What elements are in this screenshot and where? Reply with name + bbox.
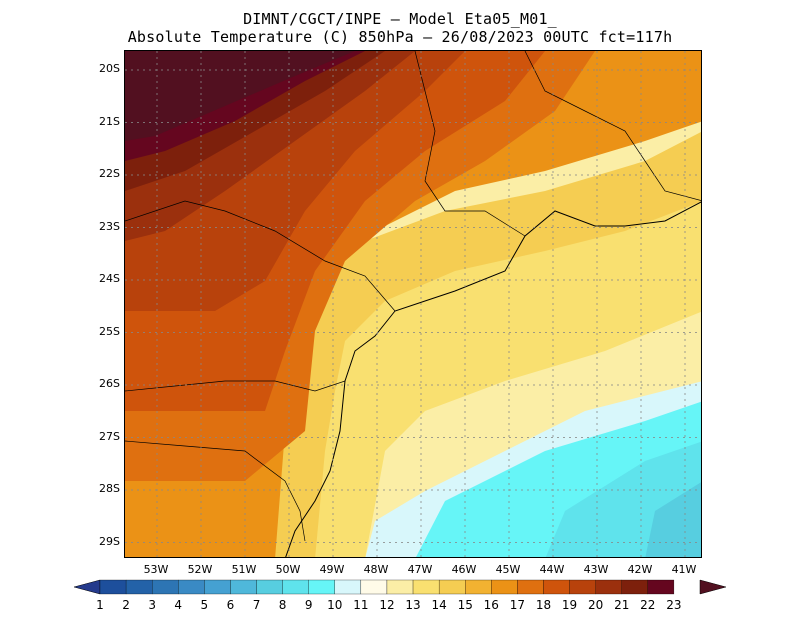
colorbar-label: 11 bbox=[353, 598, 369, 612]
colorbar-label: 2 bbox=[122, 598, 130, 612]
colorbar-label: 18 bbox=[535, 598, 552, 612]
colorbar-label: 19 bbox=[561, 598, 578, 612]
colorbar-label: 7 bbox=[252, 598, 261, 612]
colorbar-swatch bbox=[491, 579, 518, 595]
latitude-label: 25S bbox=[99, 324, 120, 338]
map-frame bbox=[124, 50, 702, 558]
latitude-label: 24S bbox=[99, 272, 120, 285]
longitude-label: 41W bbox=[671, 563, 697, 576]
longitude-label: 50W bbox=[275, 563, 301, 576]
colorbar-swatch bbox=[543, 579, 570, 595]
latitude-label: 22S bbox=[99, 167, 120, 180]
warmer-band bbox=[275, 132, 701, 557]
coastline bbox=[285, 201, 701, 557]
colorbar-high-arrow bbox=[699, 579, 727, 595]
colorbar-label: 3 bbox=[148, 598, 156, 612]
colorbar-label: 21 bbox=[614, 598, 630, 612]
longitude-label: 53W bbox=[143, 563, 169, 576]
colorbar bbox=[73, 579, 727, 595]
colorbar-low-arrow bbox=[73, 579, 101, 595]
colorbar-label: 20 bbox=[588, 598, 604, 612]
colorbar-label: 13 bbox=[405, 598, 421, 612]
colorbar-swatch bbox=[178, 579, 205, 595]
longitude-label: 47W bbox=[407, 563, 433, 576]
colorbar-swatch bbox=[282, 579, 309, 595]
chart-title-line-2: Absolute Temperature (C) 850hPa — 26/08/… bbox=[127, 28, 673, 46]
colorbar-swatch bbox=[230, 579, 257, 595]
colorbar-label: 4 bbox=[174, 598, 183, 612]
colorbar-swatch bbox=[386, 579, 414, 595]
longitude-label: 43W bbox=[583, 563, 609, 576]
colorbar-swatch bbox=[308, 579, 335, 595]
land-darkest bbox=[125, 51, 355, 141]
state-border bbox=[125, 200, 396, 312]
longitude-label: 48W bbox=[363, 563, 389, 576]
colorbar-swatch bbox=[647, 579, 675, 595]
state-border bbox=[125, 380, 346, 392]
colorbar-swatch bbox=[204, 579, 231, 595]
colorbar-label: 8 bbox=[278, 598, 287, 612]
state-border bbox=[125, 440, 306, 542]
chart-title-line-1: DIMNT/CGCT/INPE — Model Eta05_M01_ bbox=[243, 10, 557, 28]
colorbar-swatch bbox=[99, 579, 127, 595]
colorbar-label: 17 bbox=[509, 598, 526, 612]
map-gridlines bbox=[125, 51, 701, 557]
colorbar-swatch bbox=[465, 579, 492, 595]
colorbar-label: 14 bbox=[431, 598, 447, 612]
state-border bbox=[414, 51, 526, 237]
colorbar-swatch bbox=[517, 579, 544, 595]
latitude-label: 21S bbox=[99, 114, 120, 128]
colorbar-label: 16 bbox=[483, 598, 499, 612]
longitude-label: 49W bbox=[319, 563, 345, 576]
colorbar-swatch bbox=[412, 579, 440, 595]
colorbar-label: 5 bbox=[200, 598, 209, 612]
colorbar-label: 10 bbox=[327, 598, 343, 612]
colorbar-label: 22 bbox=[640, 598, 656, 612]
longitude-label: 45W bbox=[495, 563, 521, 576]
colorbar-swatch bbox=[125, 579, 153, 595]
colorbar-label: 9 bbox=[304, 598, 313, 612]
colorbar-swatch bbox=[256, 579, 283, 595]
colorbar-label: 12 bbox=[379, 598, 395, 612]
longitude-label: 52W bbox=[187, 563, 213, 576]
colorbar-swatch bbox=[152, 579, 179, 595]
colorbar-swatch bbox=[595, 579, 622, 595]
temperature-map bbox=[125, 51, 701, 557]
longitude-label: 46W bbox=[451, 563, 477, 576]
longitude-label: 51W bbox=[231, 563, 257, 576]
latitude-label: 29S bbox=[99, 534, 120, 548]
longitude-label: 42W bbox=[627, 563, 653, 576]
latitude-label: 26S bbox=[99, 377, 120, 390]
colorbar-swatch bbox=[360, 579, 388, 595]
colorbar-swatch bbox=[438, 579, 466, 595]
colorbar-label: 1 bbox=[96, 598, 104, 612]
colorbar-label: 23 bbox=[666, 598, 682, 612]
colorbar-swatch bbox=[569, 579, 596, 595]
latitude-label: 20S bbox=[99, 62, 120, 75]
state-border bbox=[524, 51, 701, 201]
colorbar-swatch bbox=[334, 579, 362, 595]
longitude-label: 44W bbox=[539, 563, 565, 576]
latitude-label: 23S bbox=[99, 219, 120, 233]
blue-water-region bbox=[645, 482, 701, 557]
latitude-label: 28S bbox=[99, 482, 120, 495]
colorbar-label: 6 bbox=[226, 598, 235, 612]
colorbar-swatch bbox=[621, 579, 648, 595]
colorbar-label: 15 bbox=[457, 598, 473, 612]
latitude-label: 27S bbox=[99, 429, 120, 443]
